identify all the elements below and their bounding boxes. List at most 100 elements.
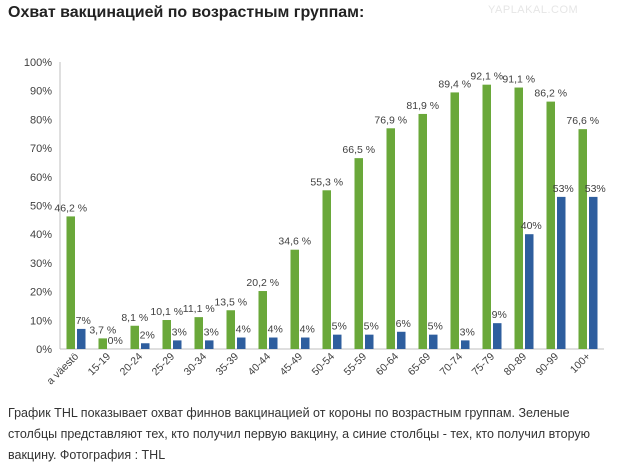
data-label-first-dose: 55,3 % [310,176,343,188]
y-tick-label: 0% [36,344,52,356]
data-label-first-dose: 81,9 % [406,100,439,112]
x-tick-label: 70-74 [438,351,466,379]
data-label-second-dose: 9% [492,309,507,321]
bar-second-dose [333,334,342,349]
x-tick-label: 90-99 [534,351,562,379]
bar-second-dose [205,340,214,349]
x-tick-label: 60-64 [374,351,402,379]
bar-first-dose [450,92,459,349]
data-label-second-dose: 6% [396,318,411,330]
bar-first-dose [322,190,331,349]
x-tick-label: 55-59 [342,351,370,379]
y-tick-label: 30% [30,258,52,270]
y-tick-label: 80% [30,114,52,126]
bar-first-dose [578,129,587,349]
data-label-second-dose: 5% [428,321,443,333]
y-tick-label: 90% [30,86,52,98]
x-tick-label: 45-49 [278,351,306,379]
data-label-second-dose: 4% [268,324,283,336]
bar-first-dose [514,87,523,349]
y-tick-label: 20% [30,287,52,299]
x-tick-label: 20-24 [118,351,146,379]
bar-first-dose [66,216,75,349]
data-label-second-dose: 5% [332,321,347,333]
bar-first-dose [354,158,363,349]
bar-second-dose [429,334,438,349]
x-tick-label: 40-44 [246,351,274,379]
data-label-first-dose: 91,1 % [502,74,535,86]
x-tick-label: 15-19 [86,351,114,379]
bar-first-dose [482,84,491,349]
data-label-second-dose: 4% [236,324,251,336]
data-label-second-dose: 2% [140,329,155,341]
x-tick-label: 80-89 [502,351,530,379]
bar-second-dose [397,331,406,349]
data-label-second-dose: 7% [76,315,91,327]
y-tick-label: 40% [30,229,52,241]
x-tick-label: 25-29 [150,351,178,379]
data-label-first-dose: 92,1 % [470,71,503,83]
bar-first-dose [162,320,171,349]
bar-second-dose [77,328,86,349]
data-label-first-dose: 10,1 % [150,306,183,318]
data-label-first-dose: 3,7 % [89,324,116,336]
bar-second-dose [557,196,566,349]
data-label-first-dose: 34,6 % [278,236,311,248]
bar-first-dose [290,249,299,349]
data-label-second-dose: 4% [300,324,315,336]
data-label-first-dose: 20,2 % [246,277,279,289]
bar-first-dose [546,101,555,349]
bar-second-dose [461,340,470,349]
x-tick-label: 30-34 [182,351,210,379]
data-label-second-dose: 3% [460,326,475,338]
data-label-second-dose: 53% [585,183,606,195]
data-label-second-dose: 40% [521,220,542,232]
y-tick-label: 70% [30,143,52,155]
data-label-first-dose: 76,6 % [566,115,599,127]
figure-caption: График THL показывает охват финнов вакци… [8,406,591,462]
data-label-second-dose: 3% [204,326,219,338]
bar-first-dose [226,310,235,349]
data-label-first-dose: 76,9 % [374,114,407,126]
data-label-first-dose: 46,2 % [54,202,87,214]
chart-canvas: 0% 10% 20% 30% 40% 50% 60% 70% 80% 90% 100% 46,2 % 7… [24,57,606,388]
x-tick-label: 50-54 [310,351,338,379]
bar-first-dose [258,291,267,349]
bar-first-dose [98,338,107,349]
data-label-first-dose: 11,1 % [183,303,215,315]
watermark: YAPLAKAL.COM [488,4,579,16]
y-tick-label: 100% [24,57,52,69]
y-tick-label: 50% [30,201,52,213]
x-tick-label: 35-39 [214,351,242,379]
y-tick-label: 10% [30,315,52,327]
bar-first-dose [386,128,395,349]
x-tick-label: 75-79 [470,351,498,379]
bar-second-dose [173,340,182,349]
bar-second-dose [269,337,278,349]
bar-second-dose [589,196,598,349]
bar-second-dose [301,337,310,349]
page-title: Охват вакцинацией по возрастным группам: [8,4,365,21]
vaccination-chart: 0% 10% 20% 30% 40% 50% 60% 70% 80% 90% 100% 46,2 % 7… [8,40,609,398]
bar-first-dose [194,317,203,349]
x-tick-label: a väestö [45,351,82,388]
bar-second-dose [493,323,502,349]
bar-second-dose [525,234,534,349]
data-label-second-dose: 0% [108,335,123,347]
bar-second-dose [365,334,374,349]
y-tick-label: 60% [30,172,52,184]
bar-second-dose [141,343,150,349]
bar-first-dose [418,113,427,350]
data-label-first-dose: 8,1 % [121,312,148,324]
data-label-second-dose: 5% [364,321,379,333]
x-tick-label: 65-69 [406,351,434,379]
data-label-second-dose: 53% [553,183,574,195]
bar-first-dose [130,325,139,349]
data-label-first-dose: 89,4 % [438,78,471,90]
data-label-first-dose: 86,2 % [534,88,567,100]
data-label-first-dose: 66,5 % [342,144,375,156]
x-tick-label: 100+ [568,351,593,376]
data-label-first-dose: 13,5 % [214,296,247,308]
bar-second-dose [237,337,246,349]
data-label-second-dose: 3% [172,326,187,338]
